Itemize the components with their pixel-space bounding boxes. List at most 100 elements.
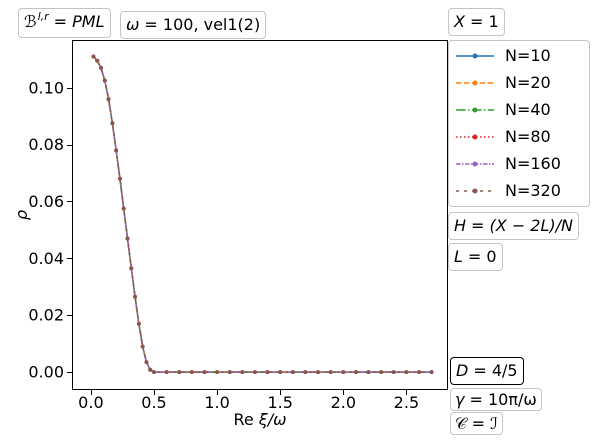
data-point [136, 321, 141, 326]
legend-entry: N=320 [449, 177, 589, 204]
y-axis-label: ρ [12, 210, 31, 220]
data-point [353, 370, 358, 374]
data-point [290, 370, 295, 374]
series-line [92, 55, 432, 373]
data-point [114, 148, 119, 153]
legend-label: N=40 [505, 100, 551, 119]
data-point [164, 370, 169, 374]
annotation-symbol: H [454, 216, 467, 235]
annotation-value: = 0 [467, 247, 497, 266]
series-n-20 [91, 54, 434, 374]
data-point [316, 370, 320, 374]
x-tick-label: 0.0 [78, 393, 103, 412]
annotation-h: H = (X − 2L)/N [448, 212, 579, 240]
data-point [144, 360, 149, 365]
x-tick-label: 1.5 [267, 393, 292, 412]
annotation-value: = 100, vel1(2) [144, 15, 261, 34]
series-line [92, 55, 432, 373]
data-point [215, 370, 220, 374]
annotation-symbol: ℬ [24, 12, 37, 31]
data-point [106, 97, 111, 102]
data-point [202, 370, 207, 374]
annotation-symbol: L [454, 247, 463, 266]
annotation-value: = 10π/ω [469, 390, 537, 409]
annotation-d: D = 4/5 [450, 357, 524, 385]
data-point [133, 294, 137, 299]
x-tick-label: 2.5 [394, 393, 419, 412]
legend: N=10 N=20 N=40 N=80 N=160 N=320 [448, 40, 590, 207]
x-tick-label: 0.5 [141, 393, 166, 412]
annotation-value: = (X − 2L)/N [471, 216, 573, 235]
x-axis: 0.0 0.5 1.0 1.5 2.0 2.5 [78, 390, 419, 412]
series-n-40 [91, 54, 434, 374]
legend-label: N=160 [505, 154, 561, 173]
data-point [265, 370, 270, 374]
legend-label: N=20 [505, 73, 551, 92]
annotation-symbol: γ [455, 390, 465, 409]
y-tick-label: 0.08 [28, 135, 64, 154]
data-point [91, 54, 96, 59]
data-point [140, 344, 145, 349]
y-tick-label: 0.10 [28, 78, 64, 97]
series-line [92, 55, 432, 373]
data-point [110, 121, 115, 126]
data-point [303, 370, 308, 374]
data-point [148, 367, 153, 372]
y-tick-label: 0.00 [28, 363, 64, 382]
data-point [404, 370, 409, 374]
data-point [341, 370, 346, 374]
legend-label: N=320 [505, 181, 561, 200]
data-point [99, 65, 103, 70]
series-n-160 [91, 54, 434, 374]
data-point [129, 266, 134, 271]
legend-line-sample [456, 80, 494, 85]
annotation-value: = ℐ [471, 414, 498, 433]
data-point [95, 58, 100, 63]
series-n-80 [91, 54, 434, 374]
y-tick-label: 0.06 [28, 192, 64, 211]
data-point [379, 370, 384, 374]
legend-entry: N=40 [449, 96, 589, 123]
series-line [92, 55, 432, 373]
legend-marker [472, 53, 478, 58]
legend-marker [472, 188, 478, 193]
data-point [152, 370, 156, 374]
legend-line-sample [456, 188, 494, 193]
annotation-value: = 1 [469, 12, 499, 31]
series-line [92, 55, 432, 373]
legend-marker [472, 161, 478, 166]
legend-label: N=10 [505, 46, 551, 65]
annotation-boundary: ℬl,r = PML [18, 8, 111, 38]
legend-marker [472, 80, 478, 85]
legend-line-sample [456, 107, 494, 112]
legend-marker [472, 107, 478, 112]
annotation-symbol: D [456, 361, 469, 380]
legend-line-sample [456, 134, 494, 139]
legend-entry: N=160 [449, 150, 589, 177]
data-point [177, 370, 182, 374]
x-axis-label-prefix: Re [234, 410, 254, 429]
annotation-symbol: 𝒞 [455, 414, 467, 433]
data-point [227, 370, 232, 374]
legend-marker [472, 134, 478, 139]
annotation-symbol: ω [126, 15, 140, 34]
annotation-x: X = 1 [448, 8, 505, 36]
x-tick-label: 2.0 [331, 393, 356, 412]
data-point [102, 78, 107, 83]
series-n-320 [91, 54, 434, 374]
data-point [391, 370, 396, 374]
legend-entry: N=80 [449, 123, 589, 150]
legend-label: N=80 [505, 127, 551, 146]
y-tick-label: 0.02 [28, 306, 64, 325]
data-lines [91, 54, 434, 374]
data-point [118, 176, 122, 181]
annotation-symbol: X [454, 12, 465, 31]
y-axis: 0.00 0.02 0.04 0.06 0.08 0.10 [28, 78, 72, 382]
legend-line-sample [456, 53, 494, 58]
annotation-c: 𝒞 = ℐ [450, 412, 503, 435]
legend-entry: N=10 [449, 42, 589, 69]
x-axis-label-expression: ξ/ω [258, 410, 287, 429]
series-n-10 [91, 54, 434, 374]
data-point [366, 370, 371, 374]
